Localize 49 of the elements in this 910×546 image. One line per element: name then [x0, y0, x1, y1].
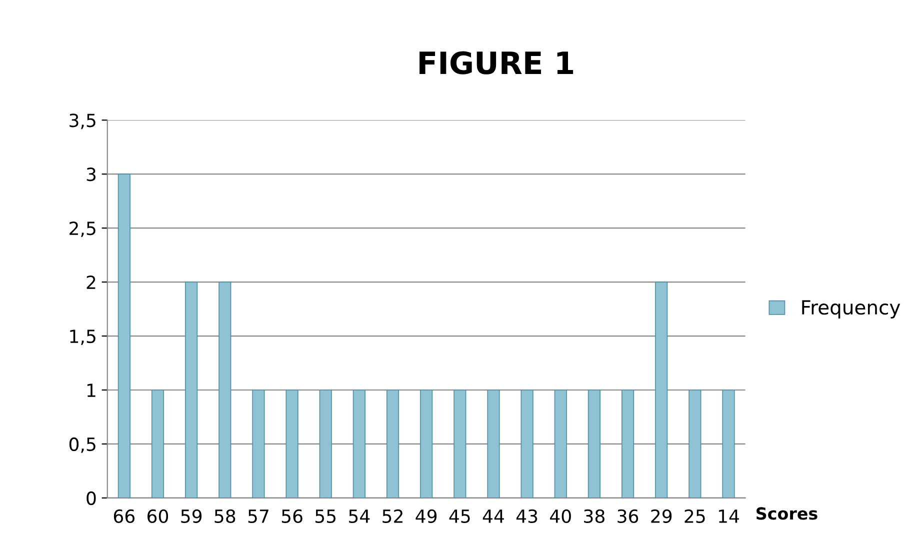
bar — [218, 282, 232, 498]
x-tick-label: 44 — [482, 510, 504, 523]
bar — [252, 390, 265, 498]
bar — [386, 390, 400, 498]
y-tick-label: 1 — [87, 384, 96, 397]
y-tick-label: 0,5 — [69, 437, 96, 453]
x-tick-label: 38 — [584, 509, 604, 524]
chart-title: FIGURE 1 — [420, 51, 574, 74]
bar — [621, 390, 634, 498]
x-tick-label: 52 — [382, 509, 402, 524]
x-tick-label: 36 — [618, 509, 638, 524]
bar — [118, 174, 130, 498]
x-tick-label: 43 — [516, 509, 538, 524]
y-tick-label: 3 — [86, 168, 96, 182]
legend-label: Frequency — [802, 300, 900, 318]
y-tick-label: 1,5 — [70, 330, 96, 345]
bar — [688, 390, 702, 498]
x-tick-label: 54 — [349, 510, 370, 524]
bar — [655, 282, 668, 498]
bar — [151, 390, 164, 498]
bar — [185, 282, 198, 498]
x-tick-label: 55 — [316, 510, 336, 524]
x-tick-label: 49 — [416, 509, 437, 524]
bar — [319, 390, 332, 498]
x-tick-label: 66 — [114, 509, 135, 524]
bar — [352, 390, 366, 498]
x-tick-label: 29 — [651, 509, 672, 524]
x-tick-label: 40 — [550, 509, 571, 524]
y-tick-label: 3,5 — [70, 114, 96, 130]
x-tick-label: 25 — [684, 509, 705, 524]
y-tick-label: 0 — [86, 491, 96, 506]
bar — [420, 390, 433, 498]
x-tick-label: 45 — [449, 510, 470, 524]
x-tick-label: 59 — [181, 509, 202, 524]
y-tick-label: 2,5 — [70, 222, 96, 238]
bar — [520, 390, 534, 498]
x-tick-label: 57 — [248, 510, 268, 524]
x-axis-title: Scores — [756, 507, 818, 520]
bar — [588, 390, 600, 498]
bar — [722, 390, 735, 498]
bar — [554, 390, 567, 498]
bar — [487, 390, 500, 498]
x-tick-label: 60 — [148, 509, 168, 524]
y-tick-label: 2 — [86, 276, 96, 289]
x-tick-label: 56 — [282, 509, 302, 524]
bar — [454, 390, 466, 498]
bar — [286, 390, 298, 498]
x-tick-label: 58 — [214, 509, 236, 524]
x-tick-label: 14 — [719, 510, 739, 523]
